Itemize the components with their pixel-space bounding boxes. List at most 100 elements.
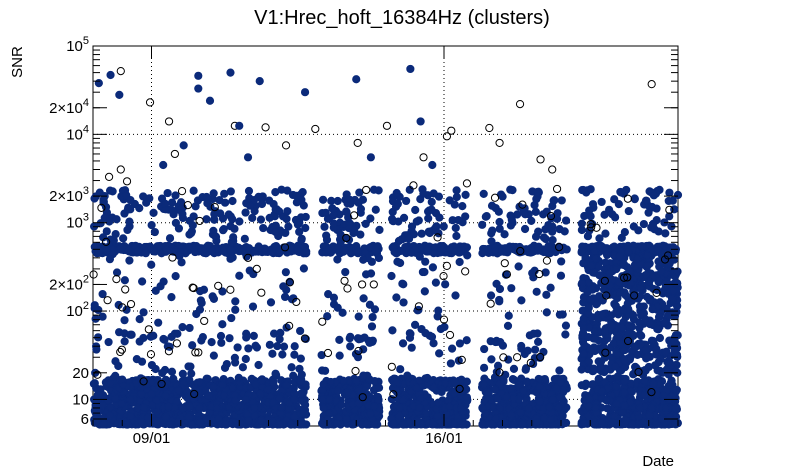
data-points xyxy=(89,64,683,429)
filled-point xyxy=(370,420,379,429)
filled-point xyxy=(605,269,614,278)
filled-point xyxy=(136,374,145,383)
filled-point xyxy=(463,251,472,260)
filled-point xyxy=(114,328,124,337)
filled-point xyxy=(296,377,305,386)
filled-point xyxy=(250,403,259,413)
filled-point xyxy=(255,77,264,86)
filled-point xyxy=(612,307,621,317)
filled-point xyxy=(120,337,129,346)
filled-point xyxy=(398,339,408,348)
filled-point xyxy=(585,206,594,215)
y-tick-label: 2×102 xyxy=(49,273,89,293)
filled-point xyxy=(326,377,335,387)
filled-point xyxy=(387,395,396,404)
filled-point xyxy=(657,267,666,276)
filled-point xyxy=(173,329,182,338)
filled-point xyxy=(359,345,368,354)
filled-point xyxy=(392,188,401,198)
filled-point xyxy=(254,360,263,370)
filled-point xyxy=(435,213,444,222)
filled-point xyxy=(290,342,299,351)
filled-point xyxy=(647,403,657,413)
filled-point xyxy=(283,207,292,216)
filled-point xyxy=(367,322,377,331)
filled-point xyxy=(577,279,587,288)
filled-point xyxy=(534,242,543,251)
filled-point xyxy=(427,197,436,207)
filled-point xyxy=(343,388,352,397)
filled-point xyxy=(243,153,253,162)
filled-point xyxy=(480,344,489,354)
filled-point xyxy=(595,234,604,243)
filled-point xyxy=(532,194,541,204)
filled-point xyxy=(226,68,235,77)
filled-point xyxy=(139,403,149,412)
filled-point xyxy=(506,384,515,393)
filled-point xyxy=(226,254,235,263)
filled-point xyxy=(244,186,254,196)
filled-point xyxy=(300,88,310,97)
filled-point xyxy=(499,375,508,385)
filled-point xyxy=(355,188,364,197)
filled-point xyxy=(218,226,228,235)
filled-point xyxy=(586,295,595,304)
filled-point xyxy=(429,339,438,348)
filled-point xyxy=(210,210,219,219)
filled-point xyxy=(577,219,586,228)
filled-point xyxy=(197,298,206,308)
filled-point xyxy=(227,313,236,323)
filled-point xyxy=(613,332,623,342)
filled-point xyxy=(353,334,363,343)
filled-point xyxy=(496,337,505,347)
filled-point xyxy=(617,323,627,332)
filled-point xyxy=(419,189,428,198)
filled-point xyxy=(390,247,399,257)
filled-point xyxy=(459,420,468,429)
filled-point xyxy=(163,188,172,198)
filled-point xyxy=(412,383,421,392)
filled-point xyxy=(177,258,186,267)
filled-point xyxy=(297,389,306,398)
filled-point xyxy=(623,299,632,308)
filled-point xyxy=(607,321,617,330)
filled-point xyxy=(92,345,101,354)
filled-point xyxy=(584,357,593,366)
filled-point xyxy=(126,395,135,404)
filled-point xyxy=(290,350,299,359)
y-axis-label: SNR xyxy=(9,46,26,78)
filled-point xyxy=(396,365,405,374)
filled-point xyxy=(429,189,438,198)
filled-point xyxy=(629,222,638,231)
filled-point xyxy=(250,247,259,256)
filled-point xyxy=(263,384,272,394)
filled-point xyxy=(389,217,398,226)
filled-point xyxy=(454,215,463,225)
filled-point xyxy=(332,419,342,428)
filled-point xyxy=(643,261,652,270)
filled-point xyxy=(598,296,607,305)
filled-point xyxy=(167,198,177,207)
filled-point xyxy=(171,272,180,281)
filled-point xyxy=(557,257,566,266)
filled-point xyxy=(518,419,527,429)
filled-point xyxy=(590,334,599,343)
filled-point xyxy=(528,187,537,196)
filled-point xyxy=(318,395,328,404)
filled-point xyxy=(503,321,513,330)
filled-point xyxy=(137,417,146,427)
filled-point xyxy=(271,205,280,214)
filled-point xyxy=(424,228,433,237)
filled-point xyxy=(619,346,628,355)
filled-point xyxy=(548,227,557,236)
filled-point xyxy=(162,245,171,254)
filled-point xyxy=(365,300,374,309)
filled-point xyxy=(542,207,551,216)
filled-point xyxy=(296,326,305,336)
filled-point xyxy=(508,186,517,195)
filled-point xyxy=(411,205,420,215)
filled-point xyxy=(194,71,203,80)
filled-point xyxy=(279,342,289,351)
filled-point xyxy=(329,219,339,228)
filled-point xyxy=(280,292,290,302)
